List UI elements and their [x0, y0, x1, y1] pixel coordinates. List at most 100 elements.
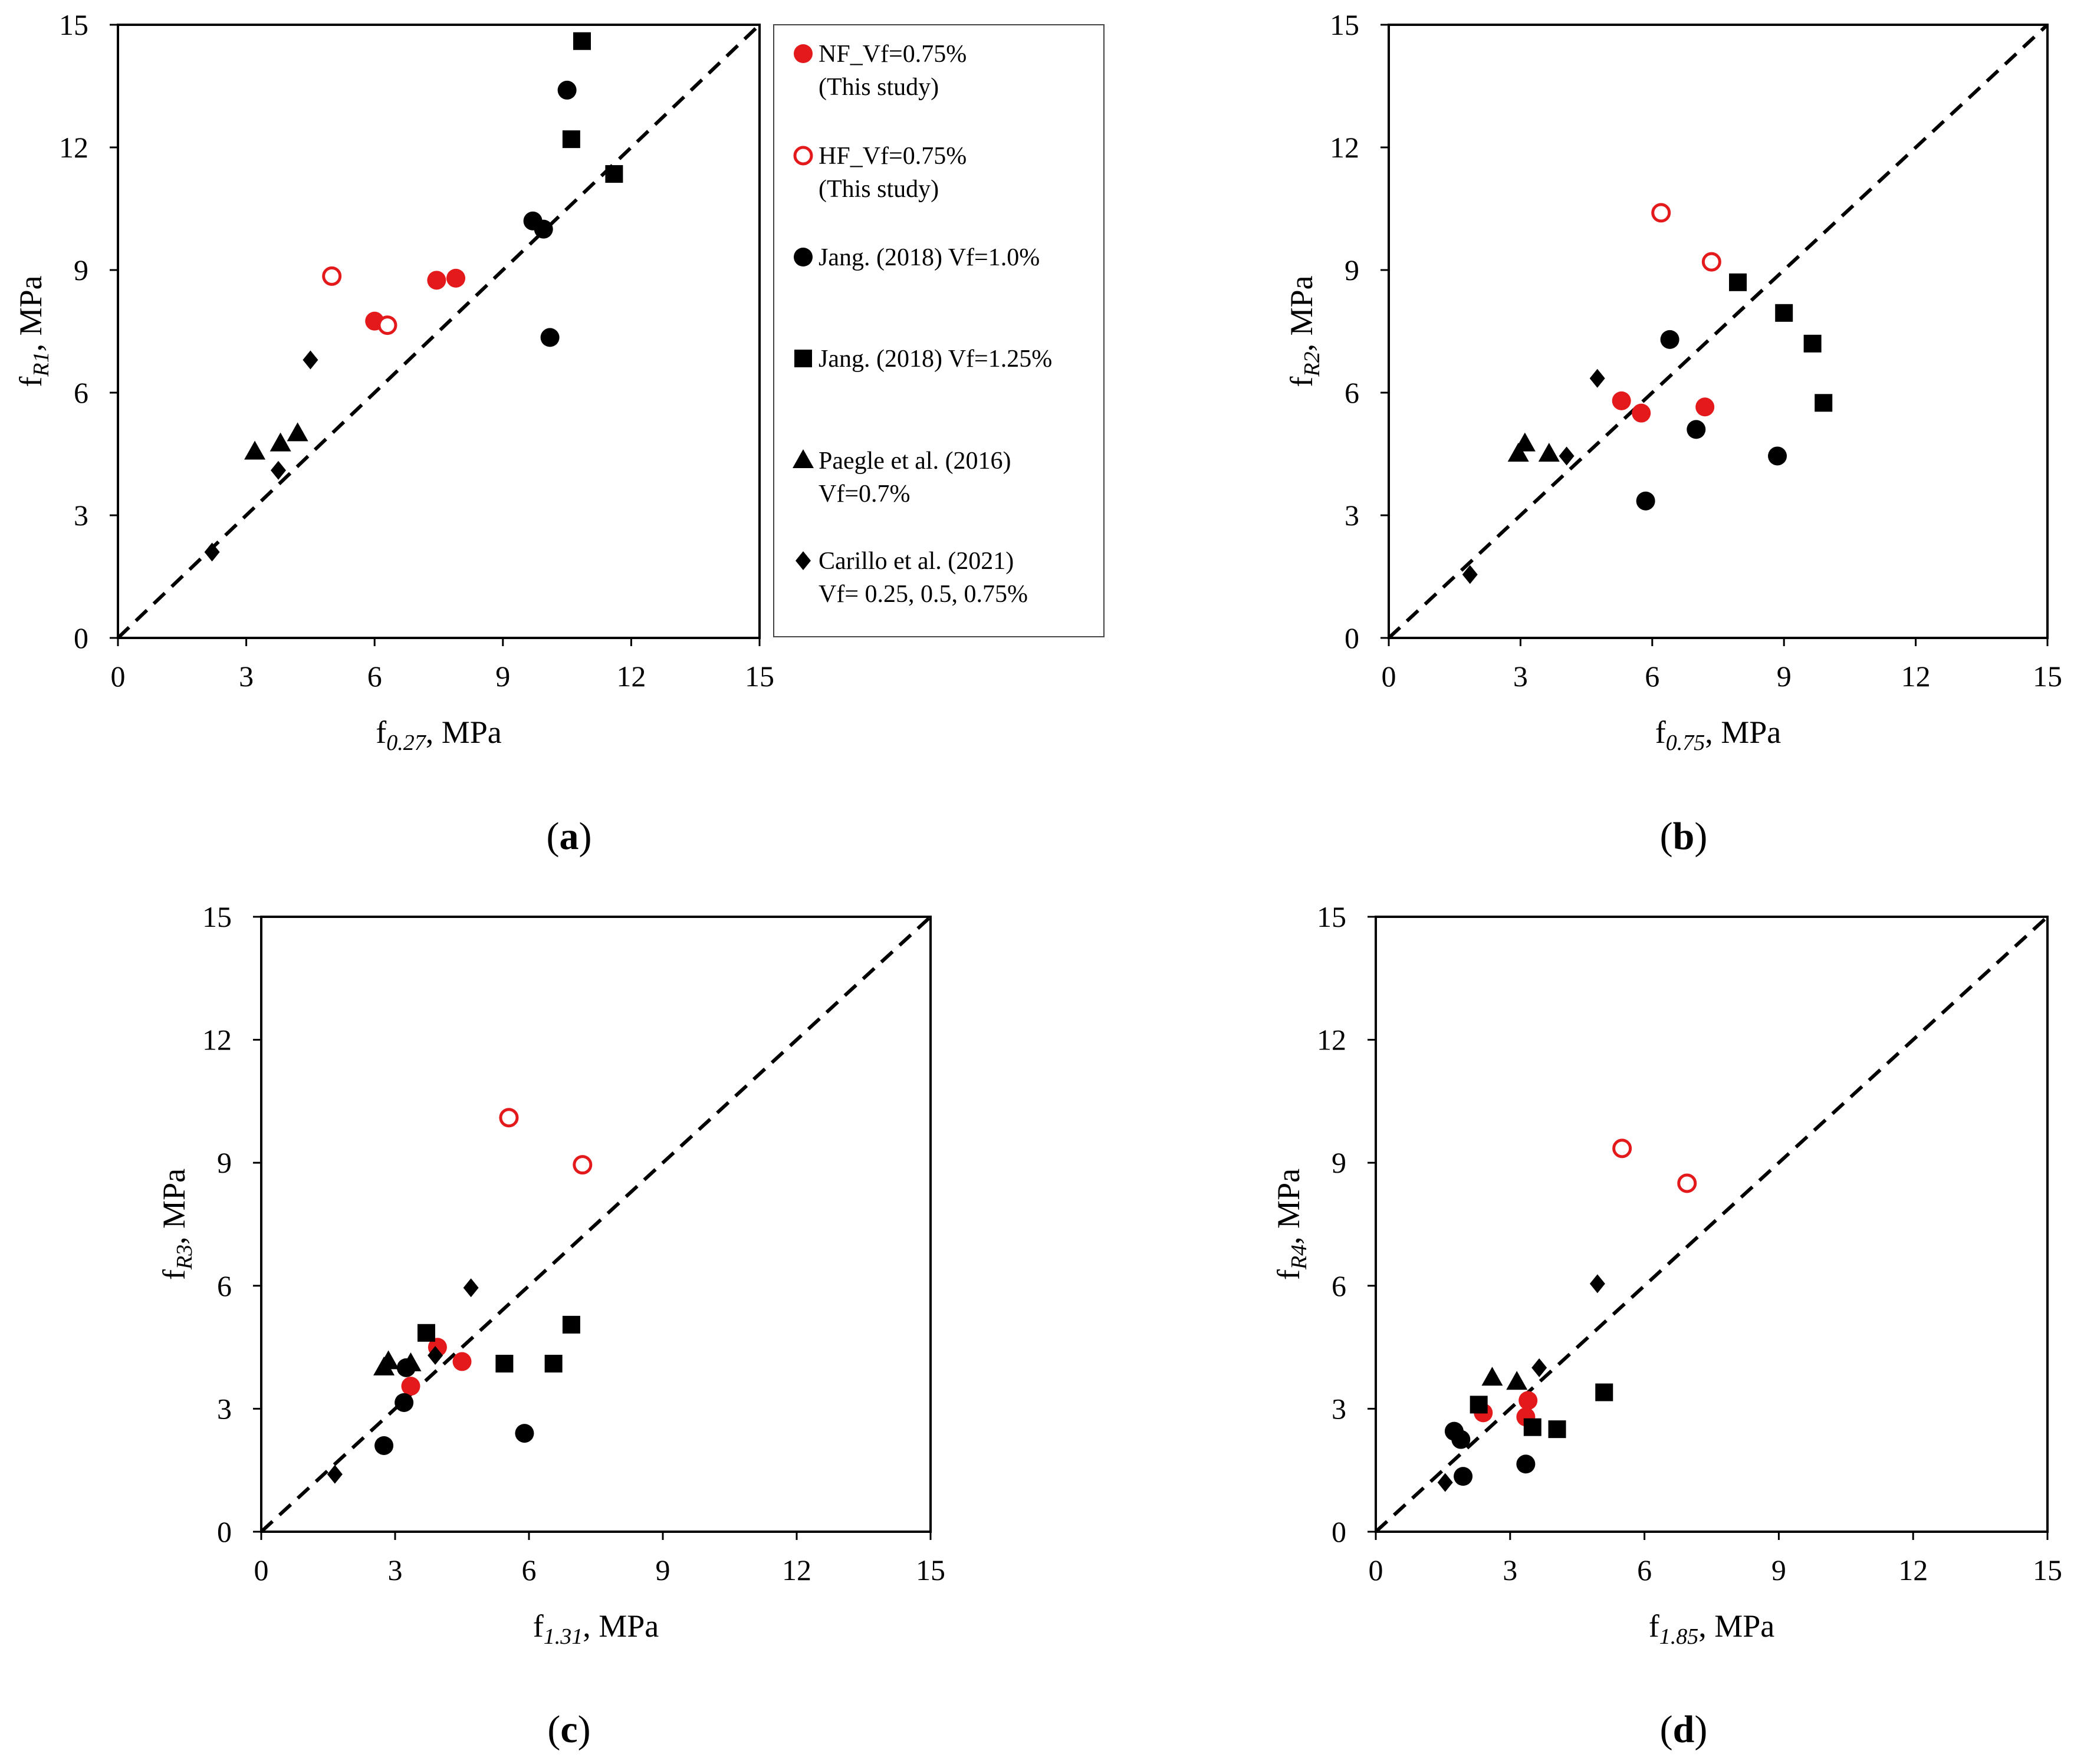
marker-hf-0	[793, 146, 813, 166]
legend-label-line: Paegle et al. (2016)	[819, 447, 1011, 475]
marker-j125-1	[1523, 1418, 1541, 1436]
y-tick-label: 12	[1317, 1023, 1346, 1057]
y-tick-label: 12	[1330, 131, 1359, 164]
x-axis-label-sub: 0.75	[1666, 730, 1705, 755]
caption-letter: a	[560, 815, 579, 858]
x-axis-label-rest: , MPa	[426, 715, 502, 750]
marker-nf-2	[1695, 397, 1715, 417]
marker-car-1	[271, 460, 286, 480]
x-tick-label: 3	[1513, 660, 1528, 693]
y-axis-label: fR1, MPa	[13, 275, 54, 387]
marker-j125-1	[562, 130, 580, 149]
y-axis-label-main: f	[1284, 377, 1319, 387]
marker-j125-3	[1595, 1383, 1613, 1401]
caption-letter: d	[1673, 1708, 1695, 1751]
x-tick-label: 0	[1369, 1554, 1383, 1587]
y-tick-label: 0	[74, 621, 88, 654]
x-tick-label: 6	[1645, 660, 1659, 693]
x-axis-label-sub: 0.27	[386, 730, 427, 755]
marker-pae-0	[793, 449, 814, 468]
marker-j10-3	[515, 1424, 534, 1443]
reference-line-y-equals-x	[1387, 23, 2049, 640]
marker-nf-1	[427, 271, 446, 290]
marker-j125-1	[495, 1354, 514, 1373]
legend-box	[773, 24, 1105, 637]
y-tick-label: 12	[202, 1023, 232, 1057]
y-axis-label: fR2, MPa	[1284, 275, 1324, 387]
y-tick-label: 6	[217, 1269, 232, 1302]
marker-j10-0	[794, 248, 813, 266]
x-tick-label: 12	[1901, 660, 1931, 693]
legend-label-line: HF_Vf=0.75%	[819, 143, 967, 170]
x-tick-label: 6	[522, 1554, 537, 1587]
marker-hf-0	[1612, 1138, 1632, 1159]
legend-label-line: Jang. (2018) Vf=1.25%	[819, 345, 1052, 373]
x-tick-label: 12	[782, 1554, 811, 1587]
marker-j10-2	[534, 219, 553, 239]
x-axis-label-main: f	[533, 1608, 544, 1644]
legend-label-line: Vf=0.7%	[819, 481, 911, 508]
y-tick-label: 0	[1345, 621, 1359, 654]
x-tick-label: 6	[1637, 1554, 1652, 1587]
marker-j10-3	[1768, 446, 1787, 466]
legend-entry-pae: Paegle et al. (2016) Vf=0.7%	[793, 447, 1011, 508]
x-axis-label: f0.75, MPa	[1655, 715, 1782, 755]
y-axis-label-main: f	[1271, 1269, 1306, 1280]
y-axis-label-sub: R4	[1287, 1245, 1312, 1270]
legend-entry-car: Carillo et al. (2021) Vf= 0.25, 0.5, 0.75…	[796, 548, 1028, 608]
y-tick-label: 3	[1345, 499, 1359, 532]
marker-pae-1	[1506, 1371, 1528, 1390]
marker-j125-2	[544, 1354, 563, 1373]
x-axis-label-main: f	[1655, 715, 1666, 750]
legend-entry-hf: HF_Vf=0.75% (This study)	[793, 143, 967, 203]
y-axis-label-sub: R1	[29, 351, 54, 377]
marker-j10-1	[1687, 420, 1706, 439]
marker-car-2	[1589, 1274, 1605, 1294]
marker-j125-1	[1775, 304, 1793, 322]
y-axis-label-rest: , MPa	[156, 1169, 192, 1245]
y-tick-label: 9	[1332, 1146, 1346, 1179]
marker-hf-0	[322, 266, 342, 286]
caption-open: (	[547, 1708, 560, 1751]
y-tick-label: 3	[74, 499, 88, 532]
marker-pae-1	[1514, 432, 1536, 452]
marker-car-0	[204, 542, 220, 562]
y-axis-label-rest: , MPa	[1271, 1169, 1306, 1245]
caption-open: (	[1660, 815, 1673, 858]
marker-nf-0	[1612, 391, 1631, 410]
x-tick-label: 12	[616, 660, 646, 693]
marker-car-1	[1559, 446, 1575, 466]
marker-j10-0	[1660, 330, 1679, 349]
y-tick-label: 3	[217, 1392, 232, 1425]
caption-letter: b	[1673, 815, 1695, 858]
x-tick-label: 15	[2033, 1554, 2062, 1587]
x-axis-label-main: f	[376, 715, 386, 750]
y-tick-label: 3	[1332, 1392, 1346, 1425]
y-tick-label: 15	[59, 8, 88, 41]
y-tick-label: 12	[59, 131, 88, 164]
caption-open: (	[1660, 1708, 1673, 1751]
caption-close: )	[579, 815, 592, 858]
y-axis-label-main: f	[156, 1269, 192, 1280]
y-tick-label: 9	[74, 254, 88, 287]
caption-open: (	[547, 815, 560, 858]
x-axis-label: f0.27, MPa	[376, 715, 502, 755]
marker-nf-2	[446, 268, 466, 288]
x-axis-label-rest: , MPa	[1705, 715, 1781, 750]
x-tick-label: 15	[745, 660, 774, 693]
marker-nf-0	[401, 1377, 420, 1396]
marker-car-2	[303, 350, 318, 370]
marker-pae-0	[244, 440, 266, 460]
x-axis-label: f1.85, MPa	[1649, 1608, 1775, 1649]
marker-nf-0	[794, 44, 813, 63]
x-axis-label: f1.31, MPa	[533, 1608, 659, 1649]
legend: NF_Vf=0.75% (This study) HF_Vf=0.75% (This …	[773, 24, 1105, 637]
marker-car-0	[1437, 1473, 1453, 1492]
x-tick-label: 0	[111, 660, 126, 693]
marker-j10-1	[1451, 1430, 1471, 1449]
legend-label-line: (This study)	[819, 176, 939, 203]
x-tick-label: 12	[1898, 1554, 1928, 1587]
